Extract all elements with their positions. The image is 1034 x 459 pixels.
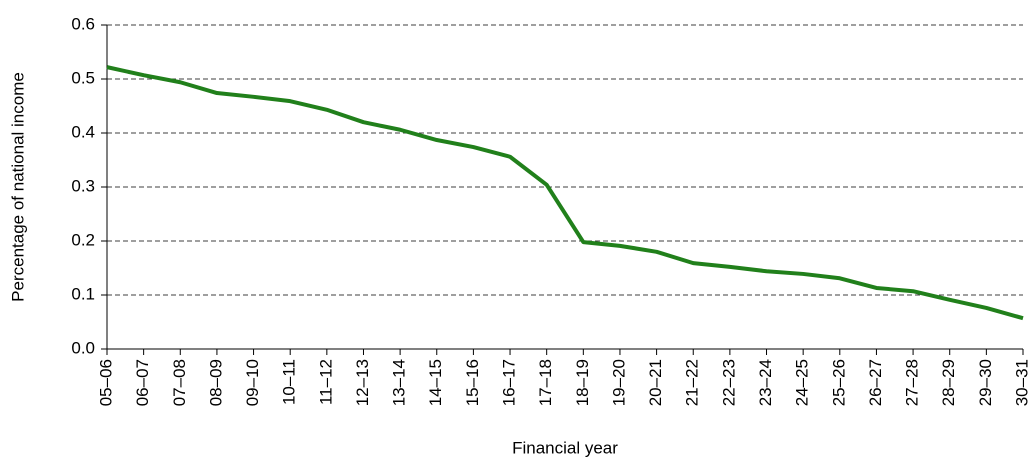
- x-tick-label: 28–29: [939, 359, 958, 406]
- x-tick-label: 07–08: [170, 359, 189, 406]
- x-tick-label: 19–20: [609, 359, 628, 406]
- x-tick-label: 25–26: [829, 359, 848, 406]
- y-tick-label: 0.6: [71, 14, 95, 33]
- y-tick-label: 0.4: [71, 122, 95, 141]
- x-tick-label: 15–16: [463, 359, 482, 406]
- x-tick-label: 08–09: [206, 359, 225, 406]
- y-tick-label: 0.2: [71, 230, 95, 249]
- x-tick-label: 10–11: [280, 359, 299, 405]
- x-axis-title: Financial year: [512, 438, 618, 457]
- x-tick-label: 14–15: [426, 359, 445, 406]
- y-tick-label: 0.3: [71, 176, 95, 195]
- x-tick-label: 06–07: [133, 359, 152, 406]
- x-tick-label: 17–18: [536, 359, 555, 406]
- data-line: [106, 65, 1024, 321]
- x-tick-label: 18–19: [573, 359, 592, 406]
- x-tick-label: 29–30: [976, 359, 995, 406]
- x-tick-label: 21–22: [683, 359, 702, 406]
- y-tick-label: 0.1: [71, 284, 95, 303]
- x-tick-label: 23–24: [756, 359, 775, 406]
- x-tick-label: 09–10: [243, 359, 262, 406]
- x-tick-label: 30–31: [1012, 359, 1031, 406]
- x-tick-label: 05–06: [96, 359, 115, 406]
- x-tick-label: 12–13: [353, 359, 372, 406]
- x-tick-label: 16–17: [500, 359, 519, 406]
- x-tick-label: 22–23: [719, 359, 738, 406]
- y-tick-label: 0.0: [71, 338, 95, 357]
- x-tick-label: 20–21: [646, 359, 665, 406]
- x-tick-label: 26–27: [866, 359, 885, 406]
- x-tick-label: 13–14: [390, 359, 409, 406]
- x-tick-label: 24–25: [793, 359, 812, 406]
- y-tick-label: 0.5: [71, 68, 95, 87]
- x-tick-label: 27–28: [903, 359, 922, 406]
- x-tick-label: 11–12: [316, 359, 335, 405]
- y-axis-title: Percentage of national income: [8, 72, 27, 302]
